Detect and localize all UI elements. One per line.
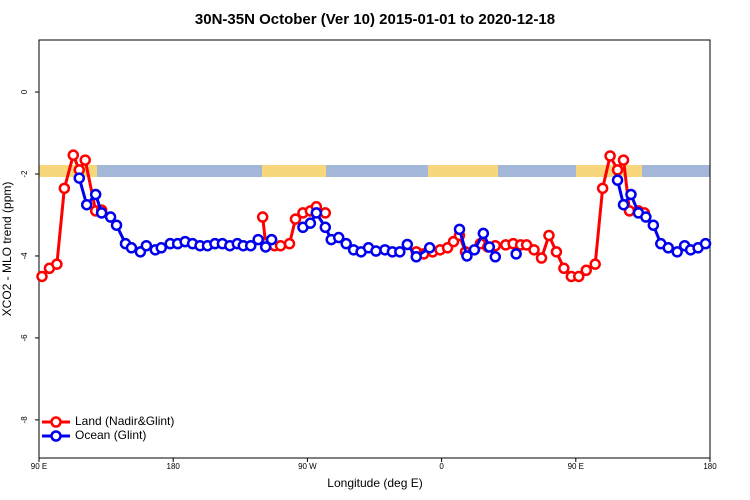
data-point (604, 150, 616, 162)
data-point (104, 211, 117, 223)
data-point (699, 237, 712, 250)
data-point (244, 239, 257, 252)
data-point (423, 242, 436, 254)
y-tick-label: 0 (20, 89, 29, 94)
data-point (611, 174, 624, 186)
data-point (573, 270, 585, 283)
y-axis-label: XCO2 - MLO trend (ppm) (0, 182, 14, 317)
data-point (289, 213, 302, 225)
data-point (58, 182, 71, 195)
x-axis-label: Longitude (deg E) (327, 476, 422, 490)
data-point (596, 182, 609, 195)
data-point (662, 242, 674, 254)
data-point (477, 227, 490, 240)
data-point (79, 154, 91, 166)
chart-title: 30N-35N October (Ver 10) 2015-01-01 to 2… (195, 11, 555, 28)
data-point (259, 241, 272, 253)
data-point (80, 198, 93, 211)
ocean-band (39, 165, 710, 177)
y-tick-label: -8 (20, 416, 29, 424)
legend-marker (50, 430, 62, 442)
data-point (340, 237, 352, 250)
legend-entry: Land (Nadir&Glint) (42, 414, 174, 428)
data-point (36, 270, 48, 283)
data-point (410, 251, 423, 263)
land-patch (428, 165, 498, 177)
data-point (647, 219, 660, 231)
data-point (265, 233, 278, 246)
data-point (125, 242, 138, 254)
y-tick-label: -6 (20, 334, 29, 342)
data-point (252, 233, 264, 246)
data-point (310, 207, 323, 219)
data-point (319, 221, 332, 234)
data-point (453, 223, 466, 236)
data-point (110, 219, 123, 231)
legend-marker (50, 416, 62, 428)
data-point (73, 172, 86, 184)
data-point (528, 244, 540, 256)
data-point (89, 188, 102, 201)
data-point (468, 244, 481, 256)
data-point (67, 149, 80, 161)
data-point (304, 217, 317, 229)
data-point (461, 250, 473, 262)
series (36, 149, 651, 283)
data-point (558, 262, 570, 275)
data-point (483, 241, 496, 253)
data-point (580, 264, 592, 277)
land-ocean-band (39, 165, 710, 177)
legend-label: Land (Nadir&Glint) (75, 414, 174, 428)
data-point (155, 242, 168, 254)
x-tick-label: 0 (439, 462, 444, 471)
data-point (611, 164, 624, 176)
data-point (274, 239, 287, 252)
legend-entry: Ocean (Glint) (42, 428, 146, 442)
data-point (95, 207, 108, 219)
data-point (535, 252, 548, 264)
data-point (617, 154, 630, 166)
data-point (332, 231, 345, 244)
data-point (394, 246, 406, 258)
data-point (510, 248, 522, 260)
data-point (401, 238, 414, 251)
y-tick-label: -4 (20, 252, 29, 260)
data-point (617, 198, 630, 211)
data-point (256, 211, 269, 223)
data-point (489, 251, 502, 263)
legend-label: Ocean (Glint) (75, 428, 146, 442)
data-point (51, 258, 63, 270)
land-patch (262, 165, 326, 177)
data-point (589, 258, 601, 270)
x-tick-label: 90 E (568, 462, 584, 471)
data-point (625, 188, 637, 201)
data-point (640, 211, 652, 223)
series (73, 172, 712, 263)
plot-frame (38, 39, 711, 459)
y-tick-label: -2 (20, 170, 29, 178)
x-tick-label: 90 W (298, 462, 317, 471)
data-point (550, 246, 563, 258)
data-point (671, 246, 683, 258)
x-tick-label: 180 (167, 462, 181, 471)
data-point (140, 239, 153, 252)
x-tick-label: 180 (703, 462, 717, 471)
data-point (370, 245, 382, 257)
data-point (319, 207, 332, 219)
data-point (283, 237, 296, 250)
x-tick-label: 90 E (31, 462, 47, 471)
data-point (543, 229, 555, 242)
